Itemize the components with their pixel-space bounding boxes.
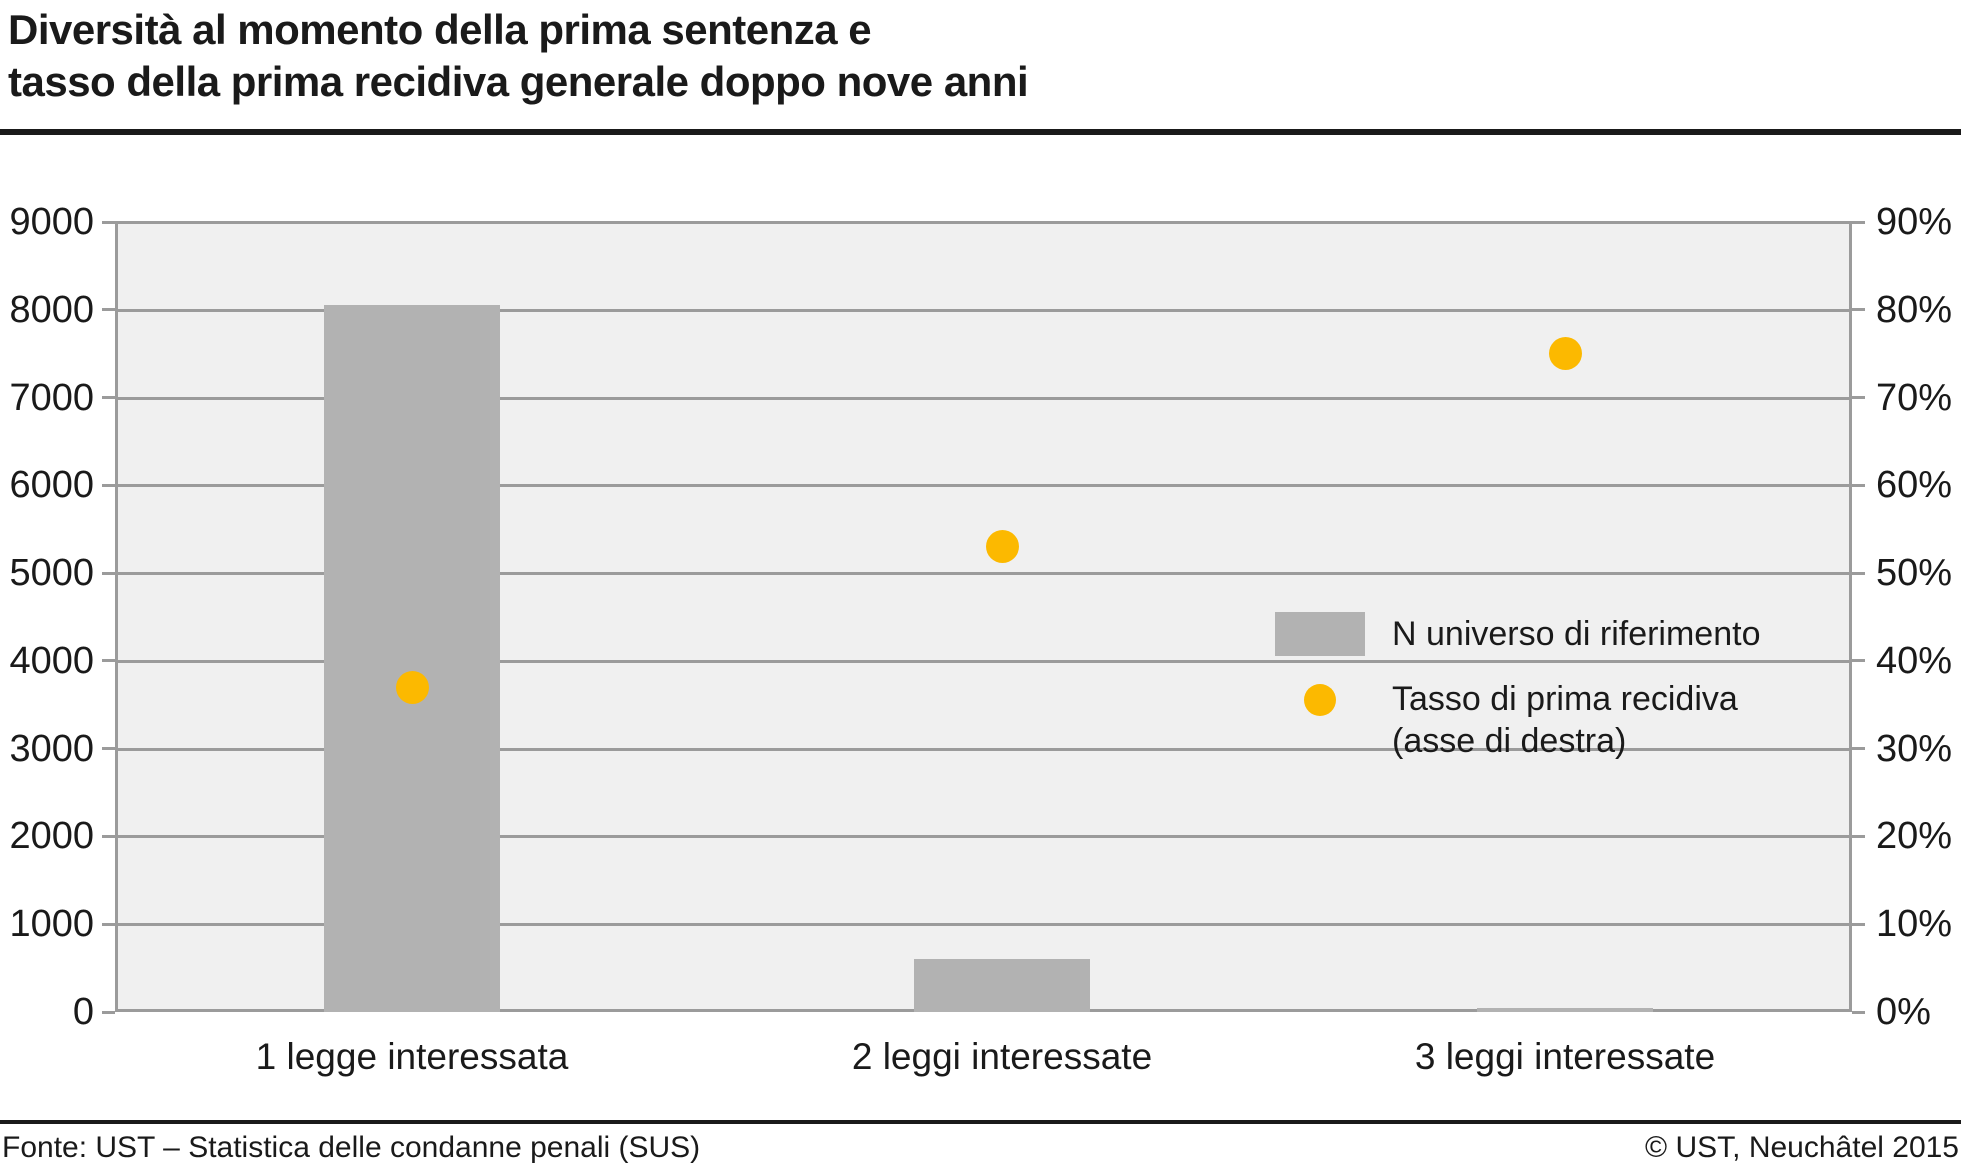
gridline xyxy=(115,835,1852,838)
point-dot-icon xyxy=(1304,684,1336,716)
footer-divider-rule xyxy=(0,1120,1961,1124)
footer-source: Fonte: UST – Statistica delle condanne p… xyxy=(2,1131,701,1164)
left-axis-tick xyxy=(102,835,115,838)
gridline xyxy=(115,484,1852,487)
gridline xyxy=(115,572,1852,575)
category-label: 2 leggi interessate xyxy=(851,1036,1153,1077)
chart-title-line1: Diversità al momento della prima sentenz… xyxy=(8,6,872,53)
left-axis-tick-label: 7000 xyxy=(9,377,94,419)
legend-item-bars: N universo di riferimento xyxy=(1275,612,1760,656)
right-axis-tick xyxy=(1852,659,1865,662)
left-axis-tick-label: 6000 xyxy=(9,464,94,506)
right-axis-tick-label: 90% xyxy=(1876,201,1953,243)
gridline xyxy=(115,923,1852,926)
footer-copyright: © UST, Neuchâtel 2015 xyxy=(1645,1131,1959,1164)
footer: Fonte: UST – Statistica delle condanne p… xyxy=(2,1131,1959,1165)
right-axis-tick xyxy=(1852,221,1865,224)
chart-legend: N universo di riferimento Tasso di prima… xyxy=(1275,612,1760,762)
data-point-dot xyxy=(1549,337,1582,370)
right-axis-tick xyxy=(1852,484,1865,487)
category-label: 3 leggi interessate xyxy=(1414,1036,1716,1077)
bar xyxy=(914,959,1090,1012)
left-axis-tick-label: 2000 xyxy=(9,815,94,857)
left-axis-tick-label: 5000 xyxy=(9,552,94,594)
legend-item-points: Tasso di prima recidiva (asse di destra) xyxy=(1275,678,1760,762)
right-axis-tick-label: 70% xyxy=(1876,377,1953,419)
right-axis-tick-label: 50% xyxy=(1876,552,1953,594)
left-axis-tick xyxy=(102,396,115,399)
right-axis-tick-label: 10% xyxy=(1876,903,1953,945)
right-axis-tick-label: 20% xyxy=(1876,815,1953,857)
left-axis-tick xyxy=(102,1011,115,1014)
right-axis-tick-label: 30% xyxy=(1876,728,1953,770)
right-axis-tick xyxy=(1852,835,1865,838)
gridline xyxy=(115,660,1852,663)
plot-left-edge xyxy=(115,222,118,1012)
left-axis-tick-label: 1000 xyxy=(9,903,94,945)
right-axis-tick-label: 0% xyxy=(1876,991,1931,1033)
legend-label-bars: N universo di riferimento xyxy=(1392,615,1761,653)
bar xyxy=(1477,1008,1653,1012)
left-axis-tick-label: 9000 xyxy=(9,201,94,243)
right-axis-tick xyxy=(1852,1011,1865,1014)
right-axis-tick xyxy=(1852,572,1865,575)
legend-label-points: Tasso di prima recidiva (asse di destra) xyxy=(1392,678,1738,762)
left-axis-tick xyxy=(102,747,115,750)
left-axis-tick xyxy=(102,484,115,487)
legend-label-points-line1: Tasso di prima recidiva xyxy=(1392,680,1738,718)
left-axis-tick xyxy=(102,659,115,662)
left-axis-tick xyxy=(102,308,115,311)
data-point-dot xyxy=(986,530,1019,563)
right-axis-tick xyxy=(1852,308,1865,311)
right-axis-tick xyxy=(1852,747,1865,750)
left-axis-tick-label: 3000 xyxy=(9,728,94,770)
left-axis-tick-label: 4000 xyxy=(9,640,94,682)
legend-label-points-line2: (asse di destra) xyxy=(1392,722,1627,760)
title-divider-rule xyxy=(0,129,1961,135)
right-axis-tick-label: 80% xyxy=(1876,289,1953,331)
right-axis-tick-label: 60% xyxy=(1876,464,1953,506)
right-axis-tick xyxy=(1852,923,1865,926)
data-point-dot xyxy=(396,671,429,704)
gridline xyxy=(115,221,1852,224)
left-axis-tick-label: 8000 xyxy=(9,289,94,331)
bar-swatch-icon xyxy=(1275,612,1365,656)
chart-title: Diversità al momento della prima sentenz… xyxy=(8,4,1029,108)
left-axis-tick xyxy=(102,221,115,224)
right-axis-tick xyxy=(1852,396,1865,399)
chart-title-line2: tasso della prima recidiva generale dopp… xyxy=(8,58,1029,105)
left-axis-tick-label: 0 xyxy=(72,991,94,1033)
left-axis-tick xyxy=(102,923,115,926)
gridline xyxy=(115,397,1852,400)
category-label: 1 legge interessata xyxy=(255,1036,569,1077)
bar xyxy=(324,305,500,1012)
right-axis-tick-label: 40% xyxy=(1876,640,1953,682)
left-axis-tick xyxy=(102,572,115,575)
plot-right-edge xyxy=(1849,222,1852,1012)
gridline xyxy=(115,748,1852,751)
gridline xyxy=(115,309,1852,312)
